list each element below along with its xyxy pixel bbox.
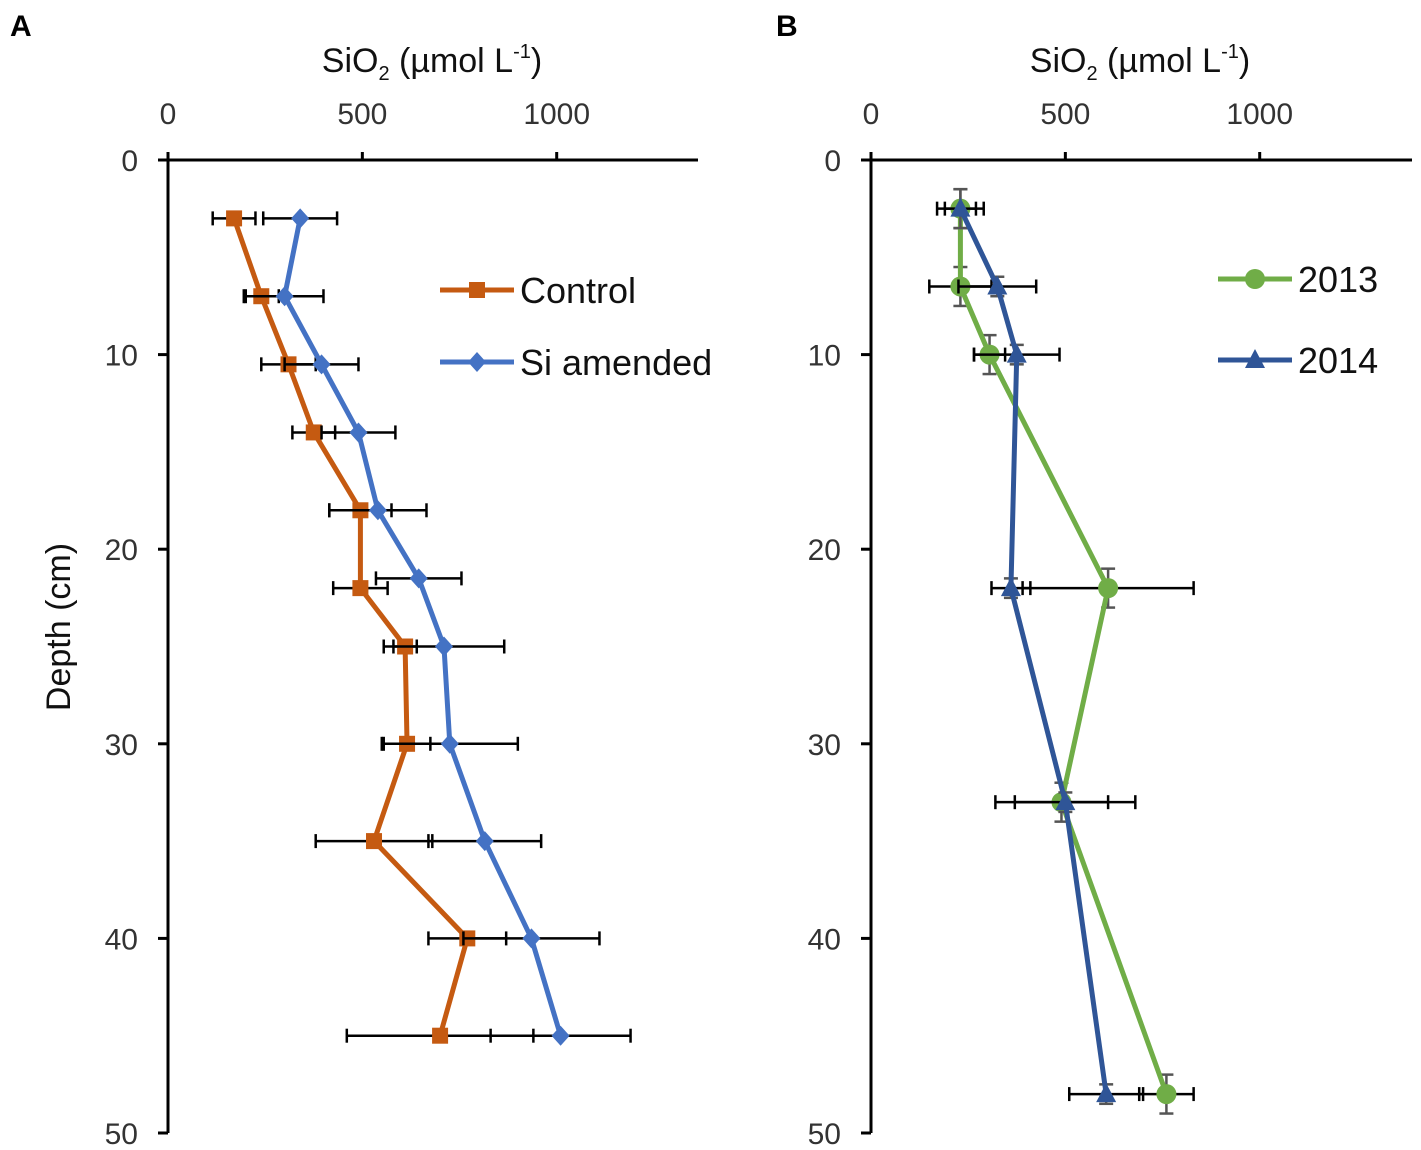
legend-marker [1245, 269, 1265, 289]
legend-item: Si amended [440, 342, 712, 383]
x-tick-label-b: 1000 [1226, 98, 1293, 131]
data-point [291, 208, 310, 229]
data-point [1006, 343, 1027, 363]
data-point [522, 928, 541, 949]
series-2014 [935, 187, 1145, 1106]
series-line [282, 217, 563, 1037]
data-point [950, 197, 971, 217]
x-tick-label-a: 0 [160, 98, 177, 131]
data-point [226, 210, 243, 227]
data-point [434, 636, 453, 657]
series-line [957, 208, 1169, 1095]
y-tick-label-b: 10 [808, 340, 841, 373]
x-tick-label-b: 500 [1040, 98, 1090, 131]
data-point [1098, 578, 1119, 599]
y-tick-label-b: 0 [824, 145, 841, 178]
data-point [987, 275, 1008, 295]
y-tick-label-a: 30 [105, 729, 138, 762]
legend-marker [468, 352, 486, 372]
data-point [475, 831, 494, 852]
panel-b: B SiO2 (µmol L-1) 0 500 1000 0 10 20 30 40 50 201… [776, 10, 1412, 1150]
y-tick-label-b: 40 [808, 923, 841, 956]
series-si-amended [244, 208, 632, 1046]
data-point [440, 733, 459, 754]
legend-label: Si amended [520, 342, 712, 383]
legend-item: Control [440, 270, 636, 311]
data-point [312, 354, 331, 375]
legend-label: 2013 [1298, 259, 1378, 300]
panel-a: A SiO2 (µmol L-1) 0 500 1000 0 10 20 30 40 50 Con… [10, 10, 712, 1150]
x-tick-label-a: 1000 [523, 98, 590, 131]
data-point [305, 424, 322, 441]
data-point [1055, 791, 1076, 811]
x-tick-label-a: 500 [337, 98, 387, 131]
y-tick-label-a: 0 [121, 145, 138, 178]
data-point [409, 568, 428, 589]
data-point [1156, 1084, 1177, 1105]
x-axis-title-a: SiO2 (µmol L-1) [322, 41, 542, 85]
y-tick-label-a: 10 [105, 340, 138, 373]
series-control [211, 210, 535, 1044]
y-axis-title: Depth (cm) [40, 543, 78, 711]
panel-label-a: A [10, 10, 32, 43]
x-tick-label-b: 0 [863, 98, 880, 131]
legend-item: 2014 [1218, 340, 1378, 381]
data-point [366, 833, 383, 850]
y-tick-label-a: 50 [105, 1118, 138, 1150]
y-tick-label-b: 30 [808, 729, 841, 762]
data-point [432, 1027, 449, 1044]
legend-label: Control [520, 270, 636, 311]
data-point [551, 1025, 570, 1046]
data-point [1000, 577, 1021, 597]
y-tick-label-b: 50 [808, 1118, 841, 1150]
data-point [368, 500, 387, 521]
panel-label-b: B [776, 10, 798, 43]
data-point [352, 580, 369, 597]
legend-marker [1245, 349, 1265, 368]
series-2013 [928, 187, 1195, 1115]
data-point [275, 286, 294, 307]
y-tick-label-a: 20 [105, 534, 138, 567]
legend-item: 2013 [1218, 259, 1378, 300]
legend-label: 2014 [1298, 340, 1378, 381]
y-tick-label-a: 40 [105, 923, 138, 956]
data-point [1096, 1083, 1117, 1103]
series-line [231, 217, 470, 1037]
x-axis-title-b: SiO2 (µmol L-1) [1030, 41, 1250, 85]
y-tick-label-b: 20 [808, 534, 841, 567]
data-point [349, 422, 368, 443]
series-line [958, 207, 1109, 1095]
legend-marker [469, 282, 485, 298]
